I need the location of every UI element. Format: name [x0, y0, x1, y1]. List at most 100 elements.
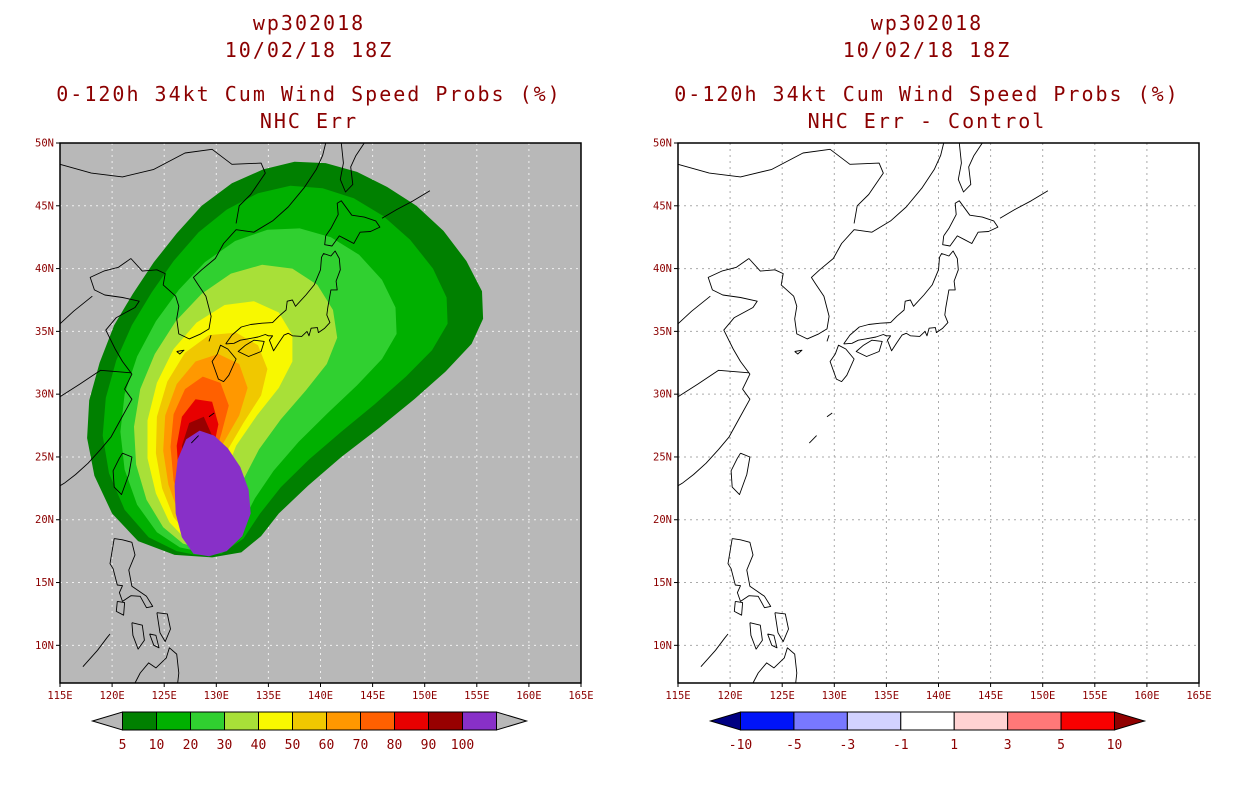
svg-text:115E: 115E [665, 690, 690, 702]
svg-text:3: 3 [1003, 738, 1011, 753]
svg-text:130E: 130E [203, 690, 228, 702]
coastlines [677, 142, 1048, 684]
svg-text:150E: 150E [412, 690, 437, 702]
experiment-subtitle: NHC Err [259, 109, 359, 133]
svg-text:5: 5 [118, 738, 126, 753]
svg-text:160E: 160E [1134, 690, 1159, 702]
svg-text:120E: 120E [717, 690, 742, 702]
svg-text:40N: 40N [35, 263, 54, 275]
svg-text:40: 40 [250, 738, 266, 753]
experiment-subtitle: NHC Err - Control [807, 109, 1047, 133]
svg-text:10N: 10N [653, 640, 672, 652]
svg-text:135E: 135E [873, 690, 898, 702]
coastlines [59, 142, 430, 684]
svg-text:50N: 50N [35, 138, 54, 150]
svg-text:1: 1 [950, 738, 958, 753]
svg-text:-1: -1 [892, 738, 908, 753]
svg-text:115E: 115E [47, 690, 72, 702]
svg-text:5: 5 [1057, 738, 1065, 753]
run-id-title: wp302018 [870, 11, 984, 35]
colorbar-right-arrow [495, 711, 528, 731]
svg-text:140E: 140E [925, 690, 950, 702]
colorbar-cell [899, 711, 955, 731]
colorbar-cell [189, 711, 225, 731]
svg-text:35N: 35N [35, 326, 54, 338]
svg-text:165E: 165E [568, 690, 593, 702]
svg-text:10: 10 [1106, 738, 1122, 753]
probability-colorbar: 5 10 20 30 40 50 60 70 80 90 100 [90, 711, 528, 753]
colorbar-right-arrow [1113, 711, 1146, 731]
svg-text:10N: 10N [35, 640, 54, 652]
panel-nhc-err: wp302018 10/02/18 18Z 0-120h 34kt Cum Wi… [35, 11, 594, 753]
colorbar-left-arrow [90, 711, 123, 731]
colorbar-cell [155, 711, 191, 731]
colorbar-cell [1060, 711, 1115, 731]
panel-nhc-err-minus-control: wp302018 10/02/18 18Z 0-120h 34kt Cum Wi… [618, 0, 1236, 800]
svg-text:30N: 30N [35, 389, 54, 401]
svg-text:20: 20 [182, 738, 198, 753]
colorbar-cell [461, 711, 497, 731]
init-time-title: 10/02/18 18Z [842, 38, 1012, 62]
svg-text:120E: 120E [99, 690, 124, 702]
svg-text:135E: 135E [255, 690, 280, 702]
graticule-gridlines [677, 143, 1199, 683]
svg-text:25N: 25N [653, 451, 672, 463]
colorbar-cell [223, 711, 259, 731]
svg-text:60: 60 [318, 738, 334, 753]
svg-text:145E: 145E [359, 690, 384, 702]
svg-text:10: 10 [148, 738, 164, 753]
product-subtitle: 0-120h 34kt Cum Wind Speed Probs (%) [56, 82, 562, 106]
svg-text:15N: 15N [653, 577, 672, 589]
run-id-title: wp302018 [252, 11, 366, 35]
svg-text:-5: -5 [786, 738, 802, 753]
colorbar-cell [325, 711, 361, 731]
svg-text:100: 100 [450, 738, 473, 753]
colorbar-cell [792, 711, 848, 731]
svg-text:-10: -10 [728, 738, 751, 753]
svg-text:165E: 165E [1186, 690, 1211, 702]
svg-text:45N: 45N [653, 200, 672, 212]
svg-text:40N: 40N [653, 263, 672, 275]
svg-text:130E: 130E [821, 690, 846, 702]
probability-map: 115E 120E 125E 130E 135E 140E 145E 150E 155E 160E… [35, 138, 594, 703]
svg-text:45N: 45N [35, 200, 54, 212]
svg-text:80: 80 [386, 738, 402, 753]
axis-labels: 115E 120E 125E 130E 135E 140E 145E 150E 155E 160E… [35, 138, 594, 703]
colorbar-cell [359, 711, 395, 731]
colorbar-cell [291, 711, 327, 731]
svg-text:25N: 25N [35, 451, 54, 463]
colorbar: -10 -5 -3 -1 1 3 5 10 [708, 711, 1146, 753]
svg-text:140E: 140E [307, 690, 332, 702]
difference-map: 115E 120E 125E 130E 135E 140E 145E 150E 155E 160E… [653, 138, 1212, 703]
svg-text:50: 50 [284, 738, 300, 753]
colorbar-left-arrow [708, 711, 741, 731]
svg-text:145E: 145E [977, 690, 1002, 702]
colorbar-cell [121, 711, 157, 731]
svg-text:-3: -3 [839, 738, 855, 753]
svg-text:160E: 160E [516, 690, 541, 702]
colorbar-cell [739, 711, 794, 731]
svg-text:35N: 35N [653, 326, 672, 338]
svg-text:30: 30 [216, 738, 232, 753]
colorbar-cell [257, 711, 293, 731]
svg-text:20N: 20N [35, 514, 54, 526]
colorbar-cell [1006, 711, 1062, 731]
colorbar: 5 10 20 30 40 50 60 70 80 90 100 [90, 711, 528, 753]
colorbar-cell [953, 711, 1008, 731]
svg-text:30N: 30N [653, 389, 672, 401]
svg-text:70: 70 [352, 738, 368, 753]
svg-text:50N: 50N [653, 138, 672, 150]
svg-text:20N: 20N [653, 514, 672, 526]
colorbar-cell [846, 711, 901, 731]
init-time-title: 10/02/18 18Z [224, 38, 394, 62]
svg-text:90: 90 [420, 738, 436, 753]
svg-text:15N: 15N [35, 577, 54, 589]
probability-shading [86, 161, 483, 558]
colorbar-cell [427, 711, 463, 731]
axis-labels: 115E 120E 125E 130E 135E 140E 145E 150E 155E 160E… [653, 138, 1212, 703]
difference-colorbar: -10 -5 -3 -1 1 3 5 10 [708, 711, 1146, 753]
product-subtitle: 0-120h 34kt Cum Wind Speed Probs (%) [674, 82, 1180, 106]
svg-text:155E: 155E [464, 690, 489, 702]
svg-text:125E: 125E [769, 690, 794, 702]
